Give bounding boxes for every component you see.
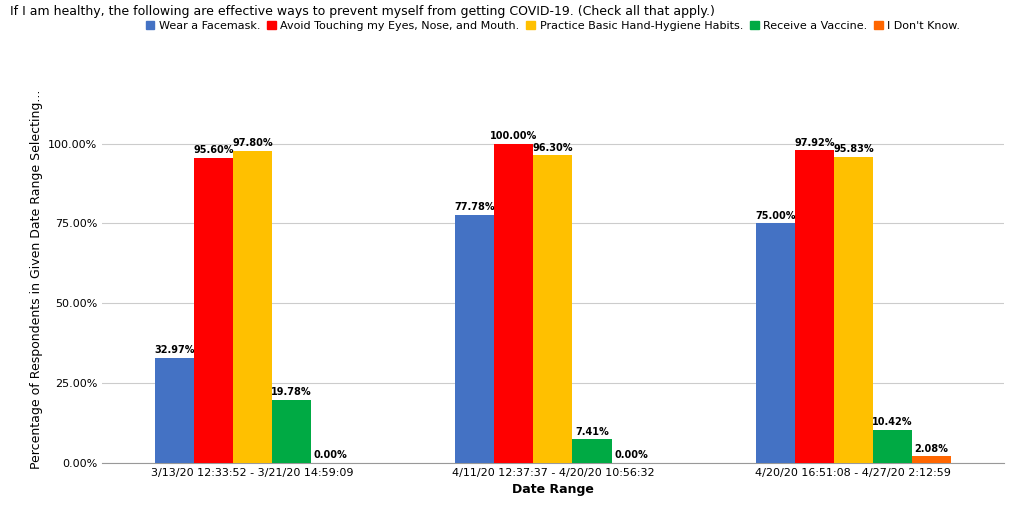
Bar [272,400,311,463]
Text: 97.80%: 97.80% [232,138,273,148]
Bar [495,144,534,463]
Text: 2.08%: 2.08% [914,444,948,454]
Text: 95.83%: 95.83% [833,144,873,154]
Bar [233,151,272,463]
Bar [756,223,795,463]
Text: 19.78%: 19.78% [271,387,312,397]
Bar [456,214,495,463]
Text: 0.00%: 0.00% [313,450,347,460]
Bar [155,358,194,463]
Text: 10.42%: 10.42% [872,417,912,427]
Bar [872,429,912,463]
Text: 97.92%: 97.92% [794,138,835,148]
Text: 7.41%: 7.41% [575,427,609,437]
Text: 77.78%: 77.78% [455,202,496,212]
Text: If I am healthy, the following are effective ways to prevent myself from getting: If I am healthy, the following are effec… [10,5,715,18]
Text: 100.00%: 100.00% [490,131,538,141]
Y-axis label: Percentage of Respondents in Given Date Range Selecting...: Percentage of Respondents in Given Date … [30,89,43,469]
Legend: Wear a Facemask., Avoid Touching my Eyes, Nose, and Mouth., Practice Basic Hand-: Wear a Facemask., Avoid Touching my Eyes… [145,21,961,31]
Bar [534,155,572,463]
Bar [572,439,611,463]
Text: 32.97%: 32.97% [155,345,195,355]
Bar [912,456,951,463]
Text: 0.00%: 0.00% [614,450,648,460]
Bar [194,157,233,463]
Text: 95.60%: 95.60% [194,145,233,155]
X-axis label: Date Range: Date Range [512,483,594,496]
Text: 96.30%: 96.30% [532,143,573,153]
Bar [834,157,872,463]
Text: 75.00%: 75.00% [755,211,796,221]
Bar [795,150,834,463]
